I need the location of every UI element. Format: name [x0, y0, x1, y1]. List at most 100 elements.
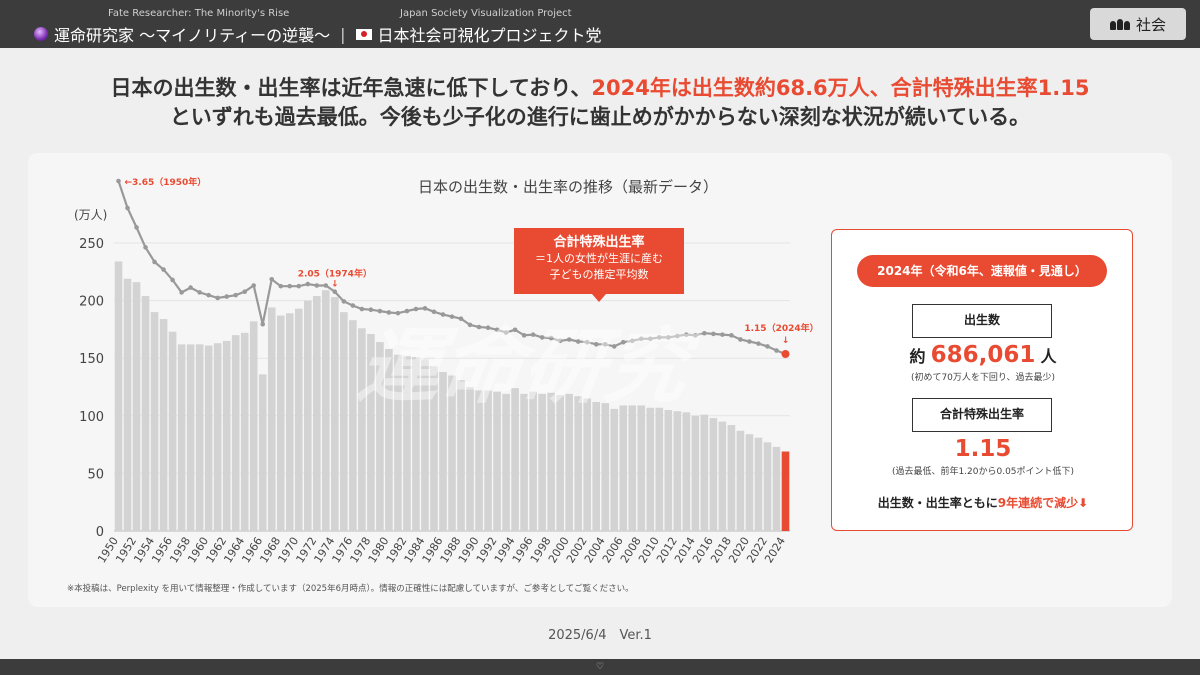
version-date: 2025/6/4 Ver.1 — [548, 628, 652, 643]
birth-bar — [502, 393, 510, 531]
birth-bar — [240, 332, 249, 531]
birth-bar — [331, 297, 339, 531]
fertility-point — [521, 333, 527, 338]
birth-bar — [376, 342, 384, 531]
birth-bar — [574, 396, 582, 531]
birth-bar — [439, 372, 447, 531]
birth-bar — [682, 412, 691, 531]
streak-text: 出生数・出生率ともに9年連続で減少⬇ — [832, 494, 1134, 511]
fertility-point — [440, 312, 446, 317]
births-figure: 約 686,061 人 — [832, 342, 1134, 368]
fertility-point — [377, 308, 383, 314]
fertility-point — [188, 285, 193, 290]
fertility-point — [666, 335, 671, 340]
fertility-point — [449, 314, 455, 319]
birth-bar — [646, 407, 655, 531]
annotation-2024: 1.15（2024年） — [744, 322, 818, 334]
fertility-point — [566, 337, 572, 342]
fertility-point — [575, 339, 581, 344]
tfr-note: (過去最低、前年1.20から0.05ポイント低下) — [891, 467, 1075, 477]
birth-bar — [123, 278, 132, 531]
japan-flag-icon — [355, 28, 372, 40]
birth-bar — [168, 331, 177, 531]
fertility-point — [539, 335, 545, 340]
birth-bar — [619, 405, 628, 531]
y-tick-label: 200 — [79, 295, 104, 310]
chart-title: 日本の出生数・出生率の推移（最新データ） — [417, 178, 718, 196]
fertility-point — [116, 178, 121, 184]
fertility-point — [494, 327, 500, 333]
birth-bar — [177, 344, 186, 531]
tfr-callout: 合計特殊出生率 ＝1人の女性が生涯に産む 子どもの推定平均数 — [514, 228, 684, 302]
birth-bar — [781, 451, 790, 531]
birth-bar — [276, 315, 285, 531]
birth-bar — [520, 393, 528, 531]
fertility-point — [404, 308, 410, 314]
fertility-point — [693, 333, 698, 338]
fertility-point — [729, 333, 734, 338]
birth-bar — [394, 354, 402, 531]
project-subtitle: Japan Society Visualization Project — [400, 8, 572, 19]
fertility-point — [269, 276, 275, 282]
fertility-point — [611, 344, 617, 349]
birth-bar — [403, 355, 411, 531]
headline: 日本の出生数・出生率は近年急速に低下しており、2024年は出生数約68.6万人、… — [0, 74, 1200, 132]
birth-bar — [159, 319, 168, 531]
tfr-figure: 1.15 — [832, 436, 1134, 462]
fertility-point — [530, 332, 536, 337]
fertility-point — [422, 306, 428, 311]
birth-bar — [547, 392, 555, 531]
birth-bar — [222, 340, 231, 531]
birth-bar — [637, 405, 646, 531]
birth-bar — [556, 395, 564, 531]
y-tick-label: 0 — [96, 525, 104, 540]
birth-bar — [412, 357, 420, 531]
birth-bar — [583, 398, 592, 531]
fertility-point — [314, 283, 320, 288]
birth-bar — [213, 343, 222, 531]
birth-bar — [340, 312, 348, 531]
headline-line1: 日本の出生数・出生率は近年急速に低下しており、 — [110, 76, 592, 100]
fertility-point — [485, 325, 491, 331]
watermark-text: 運命研究 — [352, 320, 694, 415]
fertility-point — [332, 289, 338, 295]
fertility-point — [323, 283, 329, 288]
birth-bar — [285, 313, 294, 531]
fertility-point — [476, 324, 482, 330]
category-badge[interactable]: 社会 — [1090, 8, 1186, 40]
birth-bar — [709, 418, 718, 531]
births-note: (初めて70万人を下回り、過去最少) — [910, 373, 1056, 383]
birth-bar — [249, 321, 258, 531]
headline-highlight: 2024年は出生数約68.6万人、合計特殊出生率1.15 — [591, 76, 1090, 100]
headline-line2: といずれも過去最低。今後も少子化の進行に歯止めがかからない深刻な状況が続いている… — [169, 105, 1031, 129]
fertility-point — [702, 330, 707, 336]
fertility-point — [774, 348, 779, 353]
birth-bar — [475, 390, 483, 531]
births-value: 686,061 — [930, 342, 1036, 368]
fertility-point — [431, 309, 437, 315]
birth-bar — [204, 345, 213, 531]
birth-bar — [511, 388, 519, 531]
fertility-point — [684, 332, 689, 337]
callout-title: 合計特殊出生率 — [553, 235, 645, 250]
streak-highlight: 9年連続で減少⬇ — [997, 496, 1089, 510]
fertility-point — [657, 335, 662, 340]
birth-bar — [195, 344, 204, 531]
summary-panel: 2024年（令和6年、速報値・見通し） 出生数 約 686,061 人 (初めて… — [831, 229, 1133, 531]
birth-bar — [358, 328, 366, 531]
birth-bar — [448, 375, 456, 531]
fertility-point — [350, 303, 356, 308]
footnote: ※本投稿は、Perplexity を用いて情報整理・作成しています（2025年6… — [67, 584, 634, 594]
y-tick-label: 150 — [79, 352, 104, 367]
fertility-point — [341, 299, 347, 304]
birth-bar — [466, 387, 474, 531]
fertility-point — [512, 327, 518, 333]
birth-bar — [727, 425, 736, 531]
fertility-point — [161, 267, 166, 272]
birth-bar — [303, 300, 312, 531]
fertility-point — [647, 336, 653, 342]
crystal-ball-icon — [34, 27, 48, 41]
fertility-point — [368, 307, 374, 313]
fertility-point — [747, 339, 752, 344]
fertility-point — [584, 339, 590, 345]
